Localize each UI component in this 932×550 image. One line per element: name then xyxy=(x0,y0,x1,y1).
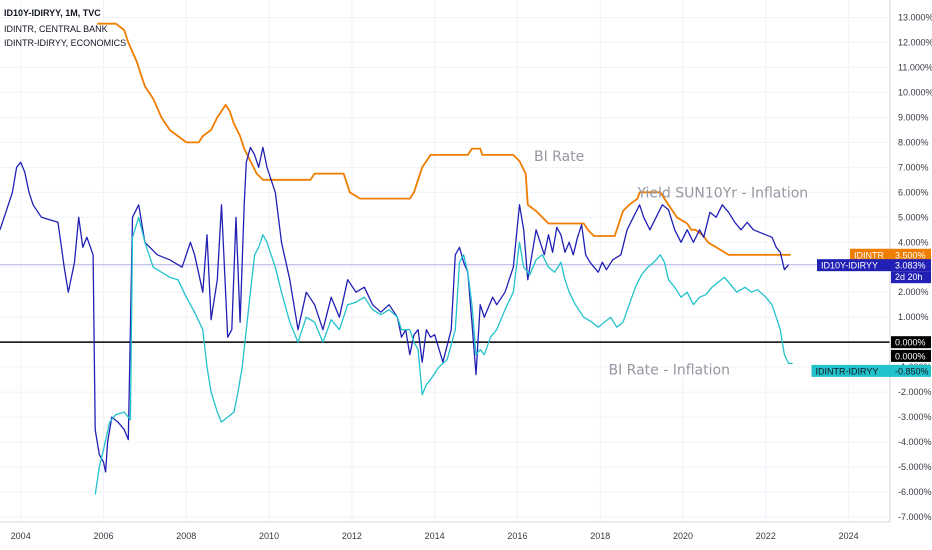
series-line-idintr-idiryy[interactable] xyxy=(94,216,793,495)
y-tick-label: -2.000% xyxy=(898,387,932,397)
y-tick-label: 8.000% xyxy=(898,137,929,147)
price-tag-value: 3.500% xyxy=(895,250,926,260)
y-tick-label: 2.000% xyxy=(898,287,929,297)
chart-annotation: BI Rate xyxy=(534,149,584,165)
price-tag-label: ID10Y-IDIRYY xyxy=(821,261,878,271)
price-tag-label-bg xyxy=(850,248,891,261)
price-tag-label-bg xyxy=(817,259,891,272)
price-tag-value-bg xyxy=(891,259,931,272)
price-tag-value-bg xyxy=(891,336,931,349)
price-tags: 3.500% IDINTR 3.083% ID10Y-IDIRYY 2d 20h 0.00… xyxy=(811,248,931,377)
legend-item-id10y[interactable]: ID10Y-IDIRYY, 1M, TVC xyxy=(4,8,101,18)
y-tick-label: -4.000% xyxy=(898,437,932,447)
series-line-id10y-idiryy[interactable] xyxy=(0,146,790,473)
x-tick-label: 2018 xyxy=(590,531,610,541)
price-tag-label: IDINTR-IDIRYY xyxy=(816,366,879,376)
x-tick-label: 2016 xyxy=(507,531,527,541)
y-tick-label: 5.000% xyxy=(898,212,929,222)
price-tag-value: 0.000% xyxy=(895,351,926,361)
y-tick-label: 7.000% xyxy=(898,162,929,172)
series-group xyxy=(0,22,793,495)
legend-item-idintr[interactable]: IDINTR, CENTRAL BANK xyxy=(4,24,108,34)
y-tick-label: 11.000% xyxy=(898,62,932,72)
price-tag-label-bg xyxy=(811,364,891,377)
x-tick-label: 2006 xyxy=(93,531,113,541)
price-tag-countdown: 2d 20h xyxy=(895,272,923,282)
price-tag-value-bg xyxy=(891,364,931,377)
y-tick-label: 9.000% xyxy=(898,112,929,122)
grid-lines xyxy=(0,0,890,522)
price-tag-value: 0.000% xyxy=(895,338,926,348)
annotations: BI Rate Yield SUN10Yr - Inflation BI Rate … xyxy=(534,149,808,379)
series-line-idintr[interactable] xyxy=(97,22,791,256)
y-tick-label: 13.000% xyxy=(898,12,932,22)
x-tick-label: 2022 xyxy=(756,531,776,541)
x-tick-label: 2024 xyxy=(839,531,859,541)
x-tick-label: 2010 xyxy=(259,531,279,541)
price-tag-value: 3.083% xyxy=(895,261,926,271)
x-tick-label: 2014 xyxy=(425,531,445,541)
y-tick-label: -6.000% xyxy=(898,487,932,497)
y-tick-label: -3.000% xyxy=(898,412,932,422)
price-tag-value-bg xyxy=(891,248,931,261)
y-tick-label: -7.000% xyxy=(898,512,932,522)
y-tick-label: 12.000% xyxy=(898,37,932,47)
price-tag-value-bg xyxy=(891,349,931,362)
y-tick-label: 1.000% xyxy=(898,312,929,322)
y-tick-label: 10.000% xyxy=(898,87,932,97)
x-tick-label: 2012 xyxy=(342,531,362,541)
price-tag-value: -0.850% xyxy=(895,366,929,376)
legend-item-idintr-idiryy[interactable]: IDINTR-IDIRYY, ECONOMICS xyxy=(4,38,126,48)
y-tick-label: 6.000% xyxy=(898,187,929,197)
chart-annotation: Yield SUN10Yr - Inflation xyxy=(636,185,808,201)
time-axis[interactable]: 2004 2006 2008 2010 2012 2014 2016 2018 2020 2022… xyxy=(11,531,859,541)
x-tick-label: 2004 xyxy=(11,531,31,541)
y-tick-label: 4.000% xyxy=(898,237,929,247)
x-tick-label: 2008 xyxy=(176,531,196,541)
y-tick-label: -5.000% xyxy=(898,462,932,472)
price-tag-label: IDINTR xyxy=(854,250,884,260)
chart-annotation: BI Rate - Inflation xyxy=(609,363,730,379)
legend: ID10Y-IDIRYY, 1M, TVC IDINTR, CENTRAL BA… xyxy=(4,8,126,48)
x-tick-label: 2020 xyxy=(673,531,693,541)
price-tag-countdown-bg xyxy=(891,271,931,284)
